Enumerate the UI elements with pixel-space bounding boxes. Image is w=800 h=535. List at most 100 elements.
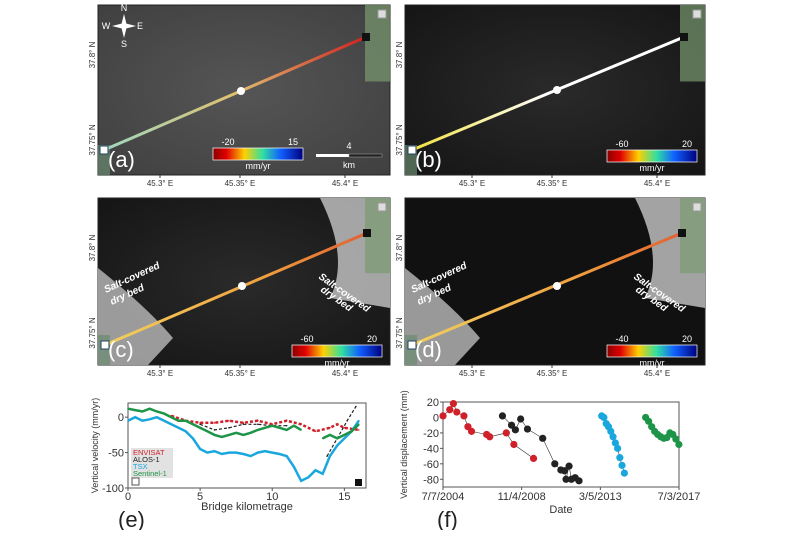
lat-tick-label: 37.8° N [395, 234, 404, 261]
panel-label: (e) [118, 507, 145, 530]
data-point-sentinel-1 [672, 435, 680, 443]
colorbar-min-label: -40 [615, 334, 628, 344]
data-point-sentinel-1 [213, 434, 216, 436]
data-point-tsx [264, 450, 266, 452]
colorbar-max-label: 20 [367, 334, 377, 344]
compass-w: W [102, 21, 111, 31]
data-point-tsx [271, 451, 274, 454]
data-point-envisat [343, 426, 346, 429]
corner-marker [692, 202, 702, 212]
panel-label: (b) [415, 147, 442, 172]
data-point-alos-1 [346, 419, 349, 422]
bridge-line [411, 231, 683, 347]
data-point-alos-1 [517, 415, 525, 423]
bridge-line [103, 35, 367, 152]
map-panel-a: -20 15 mm/yr (a) 4 km N SW E 45.3° E 45.35° E 45.4°… [88, 3, 391, 188]
lon-tick-label: 45.35° E [225, 369, 256, 378]
x-tick-label: 7/3/2017 [658, 491, 701, 503]
corner-marker [692, 9, 702, 19]
data-point-tsx [184, 430, 187, 433]
start-marker-white-square [99, 145, 109, 155]
compass-n: N [121, 3, 128, 13]
data-point-tsx [141, 419, 144, 422]
data-point-sentinel-1 [170, 416, 173, 418]
data-point-sentinel-1 [343, 434, 346, 436]
data-point-tsx [300, 480, 302, 482]
data-point-tsx [206, 451, 209, 454]
panel-label: (f) [437, 507, 458, 530]
reference-point [553, 282, 561, 290]
data-point-sentinel-1 [148, 407, 151, 410]
data-point-alos-1 [560, 467, 569, 475]
compass-icon: N SW E [102, 3, 143, 49]
x-tick-label: 10 [266, 491, 278, 503]
colorbar-max-label: 20 [682, 334, 692, 344]
data-point-sentinel-1 [300, 429, 302, 431]
scalebar-white [316, 154, 349, 157]
data-point-sentinel-1 [156, 410, 158, 413]
corner-marker [377, 9, 387, 19]
data-point-tsx [321, 473, 324, 475]
data-point-sentinel-1 [184, 419, 187, 422]
data-point-sentinel-1 [271, 424, 274, 427]
data-point-sentinel-1 [134, 409, 137, 411]
data-point-alos-1 [498, 412, 507, 420]
colorbar [291, 344, 383, 358]
data-point-sentinel-1 [199, 426, 201, 429]
x-tick-label: 0 [125, 491, 131, 503]
data-point-tsx [170, 423, 173, 426]
data-point-tsx [611, 439, 619, 447]
lat-tick-label: 37.8° N [395, 41, 404, 68]
data-point-sentinel-1 [285, 429, 288, 431]
data-point-sentinel-1 [192, 423, 194, 426]
y-tick-label: -80 [423, 474, 439, 486]
y-tick-label: -50 [108, 448, 124, 460]
data-point-tsx [213, 450, 216, 452]
lon-tick-label: 45.35° E [537, 179, 568, 188]
data-point-tsx [614, 444, 622, 452]
lon-tick-label: 45.35° E [537, 369, 568, 378]
start-marker-white-square [407, 145, 417, 155]
data-point-alos-1 [199, 423, 201, 426]
lon-tick-label: 45.3° E [147, 179, 173, 188]
data-point-tsx [343, 437, 346, 440]
data-point-alos-1 [539, 434, 547, 442]
start-marker-white-square [407, 340, 417, 350]
end-marker-black-square [678, 229, 686, 237]
reference-point [553, 86, 561, 94]
data-point-sentinel-1 [329, 434, 331, 436]
data-point-alos-1 [213, 429, 216, 431]
data-point-sentinel-1 [257, 429, 259, 431]
reference-point [238, 282, 246, 290]
data-point-tsx [156, 416, 158, 418]
data-point-sentinel-1 [249, 431, 252, 434]
data-point-tsx [293, 465, 295, 468]
lon-tick-label: 45.4° E [644, 369, 670, 378]
panel-label: (d) [415, 337, 442, 362]
data-point-sentinel-1 [336, 437, 338, 440]
lon-tick-label: 45.4° E [332, 179, 358, 188]
data-point-envisat [529, 454, 538, 463]
data-point-tsx [314, 469, 317, 472]
data-point-sentinel-1 [177, 419, 180, 422]
data-point-tsx [228, 451, 230, 454]
data-point-tsx [600, 413, 608, 422]
data-point-tsx [609, 433, 617, 441]
data-point-sentinel-1 [242, 434, 245, 436]
x-axis-label: Date [549, 504, 572, 516]
colorbar-unit-label: mm/yr [640, 358, 665, 368]
compass-s: S [121, 39, 127, 49]
scalebar-unit: km [343, 160, 355, 170]
data-point-tsx [329, 455, 331, 457]
x-tick-label: 5 [197, 491, 203, 503]
data-point-alos-1 [355, 405, 357, 408]
data-point-alos-1 [565, 462, 573, 470]
corner-marker [377, 202, 387, 212]
data-point-envisat [285, 419, 288, 422]
lon-tick-label: 45.4° E [332, 369, 358, 378]
lon-tick-label: 45.3° E [147, 369, 173, 378]
data-point-alos-1 [326, 455, 328, 457]
y-tick-label: -20 [423, 428, 439, 440]
